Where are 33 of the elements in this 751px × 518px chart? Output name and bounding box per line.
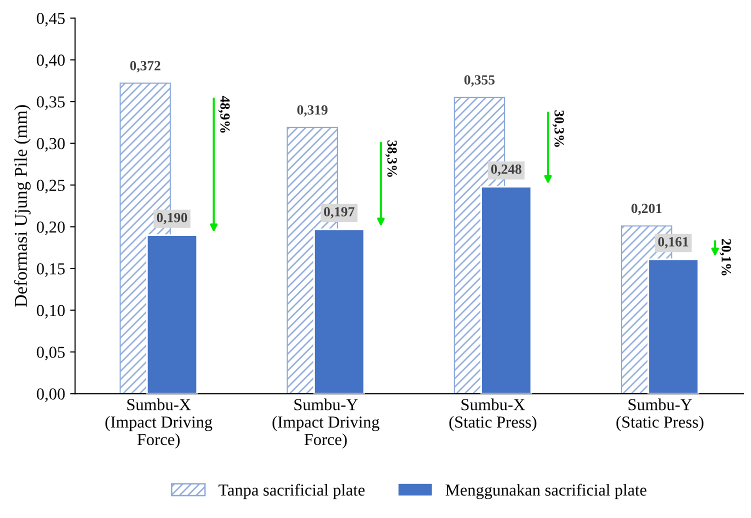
y-tick-label: 0,40 [36, 54, 65, 68]
data-label: 0,201 [631, 204, 662, 216]
y-tick-label: 0,35 [36, 96, 65, 110]
data-label: 0,190 [156, 212, 188, 224]
data-label: 0,372 [130, 61, 160, 72]
y-tick-label: 0,10 [36, 304, 65, 319]
bar [480, 186, 532, 394]
data-label: 0,355 [464, 75, 495, 87]
x-tick-label: Sumbu-Y (Impact Driving Force) [272, 398, 380, 449]
y-axis-title: Deformasi Ujung Pile (mm) [14, 105, 31, 307]
annotation: 20,1% [720, 239, 732, 276]
legend-label: Menggunakan sacrificial plate [446, 484, 646, 500]
data-label: 0,161 [658, 237, 688, 248]
x-tick-label: Sumbu-X (Impact Driving Force) [105, 398, 212, 449]
y-tick-label: 0,25 [36, 180, 65, 194]
x-tick-label: Sumbu-Y (Static Press) [616, 398, 704, 432]
y-tick-label: 0,30 [36, 138, 65, 152]
annotation: 38,3% [385, 140, 397, 177]
bar [647, 258, 700, 394]
bar [313, 228, 366, 394]
x-tick-label: Sumbu-X (Static Press) [449, 398, 536, 432]
y-tick-label: 0,05 [36, 346, 65, 360]
data-label: 0,197 [324, 207, 354, 218]
annotation: 30,3% [552, 110, 564, 147]
y-tick-label: 0,15 [36, 263, 65, 277]
y-tick-label: 0,45 [36, 12, 65, 26]
y-tick-label: 0,00 [36, 388, 65, 402]
annotation: 48,9% [218, 96, 230, 133]
legend-label: Tanpa sacrificial plate [218, 484, 365, 500]
data-label: 0,319 [297, 105, 328, 117]
data-label: 0,248 [491, 164, 522, 176]
y-tick-label: 0,20 [36, 221, 65, 236]
bar [146, 234, 198, 394]
